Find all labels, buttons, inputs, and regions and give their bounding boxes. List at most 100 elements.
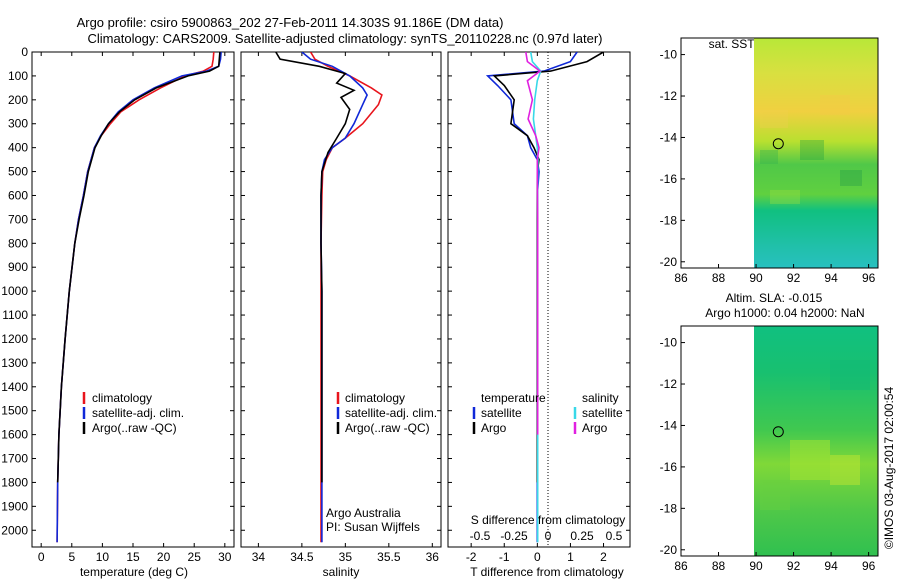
- annotation-pi: PI: Susan Wijffels: [326, 520, 420, 534]
- temperature-panel: 0100200300400500600700800900100011001200…: [1, 45, 235, 579]
- series-line-climatology: [56, 52, 215, 543]
- legend-argo-label: Argo(..raw -QC): [92, 421, 177, 435]
- x-tick-label: 30: [218, 550, 232, 564]
- figure-title-line2: Climatology: CARS2009. Satellite-adjuste…: [88, 31, 603, 46]
- salinity-xlabel: salinity: [323, 565, 360, 579]
- series-line-argo-raw-qc-: [275, 52, 356, 483]
- map-y-tick-label: -14: [660, 418, 678, 432]
- y-tick-label: 900: [8, 260, 28, 274]
- x-tick-label: -1: [499, 550, 510, 564]
- map-y-tick-label: -12: [660, 377, 678, 391]
- y-tick-label: 200: [8, 93, 28, 107]
- sla-texture: [760, 360, 870, 510]
- map-y-tick-label: -16: [660, 460, 678, 474]
- series-line-temperature-satellite: [485, 52, 578, 543]
- series-line-satellite-adj-clim-: [301, 52, 369, 543]
- sla-map-frame: [680, 325, 879, 557]
- sla-map-subtitle: Argo h1000: 0.04 h2000: NaN: [705, 306, 864, 320]
- y-tick-label: 700: [8, 212, 28, 226]
- y-tick-label: 800: [8, 236, 28, 250]
- x-tick-label: 0: [38, 550, 45, 564]
- difference-x-axis: -2 -1 0 1 2: [466, 52, 607, 564]
- temperature-profiles: [56, 52, 222, 543]
- difference-xlabel: T difference from climatology: [470, 565, 624, 579]
- legend-salinity-header: salinity: [582, 391, 619, 405]
- y-tick-label: 1100: [2, 308, 28, 322]
- x-tick-label: 1: [567, 550, 574, 564]
- x-tick-label: 5: [68, 550, 75, 564]
- map-y-tick-label: -18: [660, 213, 678, 227]
- salinity-x-axis: 34 34.5 35 35.5 36: [252, 52, 440, 564]
- series-line-argo-raw-qc-: [56, 52, 221, 483]
- y-tick-label: 1300: [1, 356, 28, 370]
- x-tick-label: 10: [96, 550, 110, 564]
- legend-temp-argo-label: Argo: [481, 421, 507, 435]
- y-tick-label: 400: [8, 141, 28, 155]
- profile-location-marker: [772, 426, 784, 438]
- map-y-tick-label: -10: [660, 336, 678, 350]
- y-tick-label: 1800: [1, 475, 28, 489]
- map-x-tick-label: 88: [712, 559, 726, 573]
- watermark: ©IMOS 03-Aug-2017 02:00:54: [882, 387, 896, 550]
- y-tick-label: 600: [8, 188, 28, 202]
- annotation-argo-australia: Argo Australia: [326, 506, 401, 520]
- series-line-salinity-satellite: [529, 52, 542, 543]
- map-x-tick-label: 86: [674, 271, 688, 285]
- map-y-tick-label: -20: [660, 543, 678, 557]
- sst-field: [754, 38, 878, 268]
- x-tick-label: 36: [426, 550, 440, 564]
- map-y-tick-label: -14: [660, 130, 678, 144]
- legend-temperature-header: temperature: [481, 391, 546, 405]
- legend-satellite-label: satellite-adj. clim.: [92, 406, 184, 420]
- x-tick-label: 0: [534, 550, 541, 564]
- difference-axes-frame: [447, 51, 631, 548]
- difference-panel: -2 -1 0 1 2 T difference from climatology S …: [447, 51, 631, 579]
- map-x-tick-label: 94: [824, 271, 838, 285]
- y-tick-label: 1700: [1, 452, 28, 466]
- s-tick-label: 0: [545, 529, 552, 543]
- sla-map: Altim. SLA: -0.015 Argo h1000: 0.04 h200…: [660, 291, 879, 573]
- y-tick-label: 1000: [1, 284, 28, 298]
- x-tick-label: 34.5: [290, 550, 314, 564]
- temperature-xlabel: temperature (deg C): [80, 565, 188, 579]
- map-y-tick-label: -20: [660, 255, 678, 269]
- s-tick-label: 0.5: [606, 529, 623, 543]
- y-tick-label: 1500: [1, 404, 28, 418]
- salinity-axes-frame: [240, 51, 442, 548]
- salinity-legend: climatology satellite-adj. clim. Argo(..…: [336, 391, 437, 435]
- difference-profiles: [485, 52, 604, 543]
- figure-title-line1: Argo profile: csiro 5900863_202 27-Feb-2…: [77, 15, 504, 30]
- map-x-tick-label: 92: [787, 271, 801, 285]
- y-tick-label: 0: [21, 45, 28, 59]
- x-tick-label: 35: [339, 550, 353, 564]
- legend-satellite-label: satellite-adj. clim.: [345, 406, 437, 420]
- x-tick-label: 15: [126, 550, 140, 564]
- legend-sal-satellite-label: satellite: [582, 406, 623, 420]
- map-x-tick-label: 90: [749, 271, 763, 285]
- legend-argo-label: Argo(..raw -QC): [345, 421, 430, 435]
- map-y-tick-label: -10: [660, 48, 678, 62]
- x-tick-label: -2: [466, 550, 477, 564]
- map-x-tick-label: 88: [712, 271, 726, 285]
- s-tick-label: 0.25: [570, 529, 594, 543]
- map-x-tick-label: 90: [749, 559, 763, 573]
- y-tick-label: 100: [8, 69, 28, 83]
- y-tick-label: 2000: [1, 523, 28, 537]
- temperature-legend: climatology satellite-adj. clim. Argo(..…: [82, 391, 184, 435]
- legend-sal-argo-label: Argo: [582, 421, 608, 435]
- s-tick-label: -0.25: [500, 529, 528, 543]
- sla-field: [754, 326, 878, 556]
- map-y-tick-label: -12: [660, 89, 678, 103]
- x-tick-label: 34: [252, 550, 266, 564]
- temperature-x-axis: 0 5 10 15 20 25 30: [38, 52, 232, 564]
- map-y-tick-label: -18: [660, 501, 678, 515]
- sst-map-frame: [680, 37, 879, 269]
- x-tick-label: 25: [188, 550, 202, 564]
- x-tick-label: 20: [157, 550, 171, 564]
- map-x-tick-label: 86: [674, 559, 688, 573]
- map-x-tick-label: 96: [862, 271, 876, 285]
- s-tick-label: -0.5: [470, 529, 491, 543]
- y-tick-label: 1400: [1, 380, 28, 394]
- series-line-salinity-argo: [525, 52, 542, 435]
